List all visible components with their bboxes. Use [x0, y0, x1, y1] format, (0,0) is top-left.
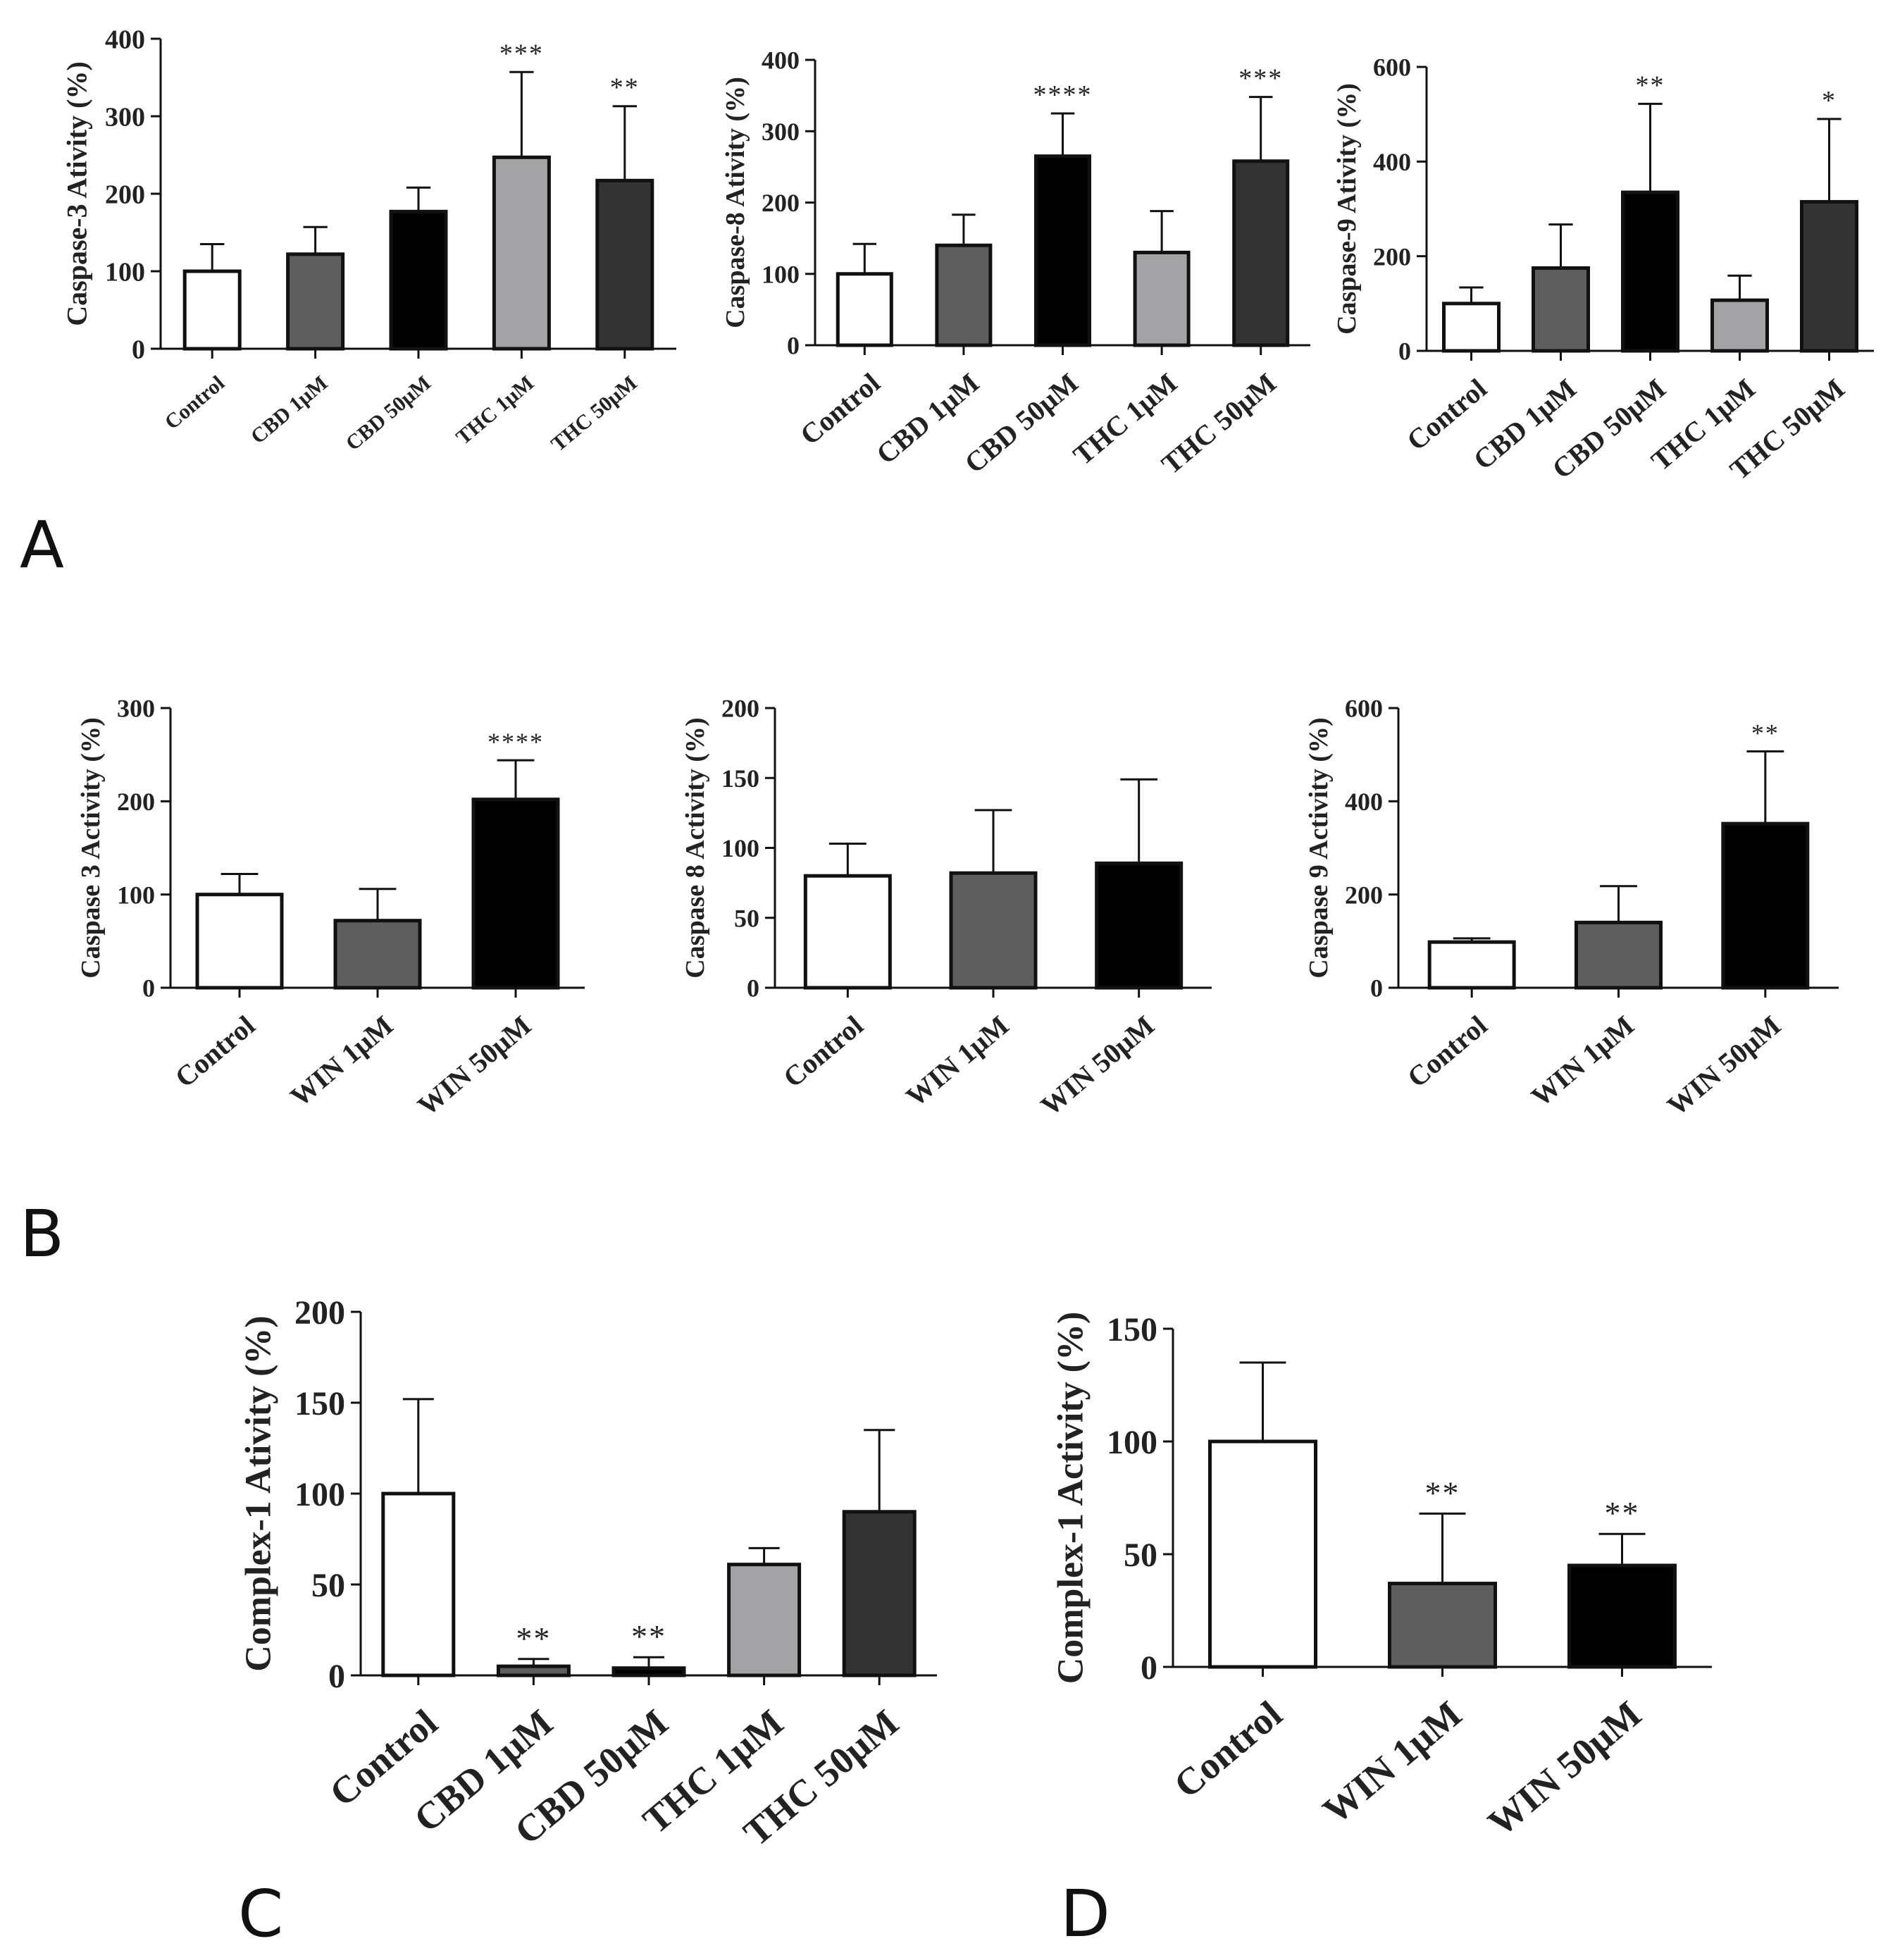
y-tick-label-a3-200: 200 [1373, 242, 1411, 271]
y-tick-label-a3-600: 600 [1373, 54, 1411, 82]
panel-label-c: C [238, 1876, 283, 1952]
y-axis-label-c: Complex-1 Ativity (%) [239, 1315, 279, 1671]
significance-b1-win-50um: **** [487, 728, 544, 756]
bar-a3-cbd-1um [1532, 266, 1590, 353]
bar-d-control [1208, 1439, 1317, 1669]
y-tick-label-b3-400: 400 [1345, 788, 1383, 816]
significance-a2-thc-50um: *** [1238, 64, 1283, 94]
significance-a1-thc-1um: *** [499, 39, 544, 68]
bar-b2-win-50um [1095, 861, 1184, 990]
y-tick-label-a3-0: 0 [1398, 337, 1411, 366]
y-tick-label-b1-0: 0 [142, 974, 155, 1003]
y-tick-label-c-50: 50 [311, 1567, 345, 1604]
significance-a3-thc-50um: * [1822, 86, 1837, 116]
y-tick-label-d-0: 0 [1141, 1649, 1157, 1687]
y-tick-label-a2-300: 300 [762, 118, 800, 146]
y-axis-label-d: Complex-1 Activity (%) [1051, 1312, 1091, 1685]
bar-a1-thc-50um [595, 178, 654, 351]
y-tick-label-b3-0: 0 [1370, 974, 1383, 1003]
bar-a3-control [1442, 302, 1501, 353]
panel-label-b: B [20, 1196, 64, 1272]
y-tick-label-b1-200: 200 [117, 788, 155, 816]
bar-a3-thc-50um [1800, 199, 1858, 353]
y-tick-label-d-150: 150 [1107, 1311, 1157, 1348]
y-axis-label-b3: Caspase 9 Activity (%) [1304, 717, 1334, 978]
y-axis-label-a2: Caspase-8 Ativity (%) [721, 77, 750, 328]
panel-label-d: D [1060, 1876, 1110, 1952]
panel-label-a: A [20, 507, 64, 583]
y-tick-label-c-150: 150 [294, 1385, 345, 1422]
bar-b3-win-1um [1575, 920, 1663, 990]
significance-a2-cbd-50um: **** [1033, 80, 1093, 110]
y-axis-label-b2: Caspase 8 Activity (%) [681, 717, 710, 978]
bar-d-win-50um [1567, 1563, 1677, 1669]
significance-c-cbd-50um: ** [631, 1618, 666, 1654]
y-tick-label-b2-0: 0 [747, 974, 759, 1003]
y-tick-label-d-100: 100 [1107, 1424, 1157, 1461]
y-tick-label-a1-100: 100 [105, 257, 145, 287]
y-tick-label-a2-200: 200 [762, 189, 800, 217]
bar-c-thc-50um [842, 1510, 917, 1677]
bar-b2-control [803, 874, 892, 990]
bar-a2-cbd-1um [935, 243, 993, 347]
y-tick-label-a2-400: 400 [762, 46, 800, 75]
bar-a2-thc-50um [1232, 159, 1290, 347]
bar-b3-control [1427, 940, 1516, 990]
y-tick-label-b2-50: 50 [734, 904, 759, 932]
y-tick-label-b3-600: 600 [1345, 695, 1383, 723]
y-tick-label-a1-300: 300 [105, 102, 145, 132]
y-tick-label-c-200: 200 [294, 1294, 345, 1332]
significance-a1-thc-50um: ** [610, 73, 640, 103]
bar-b1-control [195, 893, 284, 990]
bar-c-cbd-50um [611, 1666, 686, 1677]
y-tick-label-a1-0: 0 [132, 335, 145, 364]
bar-a3-cbd-50um [1621, 190, 1679, 353]
bar-a1-cbd-50um [389, 209, 448, 351]
y-tick-label-b2-200: 200 [721, 695, 759, 723]
y-tick-label-b3-200: 200 [1345, 881, 1383, 909]
significance-d-win-1um: ** [1425, 1475, 1460, 1511]
y-axis-label-a3: Caspase-9 Ativity (%) [1332, 83, 1362, 335]
y-tick-label-a1-400: 400 [105, 25, 145, 54]
significance-b3-win-50um: ** [1751, 719, 1780, 748]
bar-d-win-1um [1388, 1582, 1497, 1669]
y-tick-label-b1-300: 300 [117, 695, 155, 723]
significance-c-cbd-1um: ** [516, 1620, 551, 1656]
y-tick-label-a2-0: 0 [787, 332, 800, 360]
y-tick-label-a1-200: 200 [105, 180, 145, 209]
y-axis-label-b1: Caspase 3 Activity (%) [76, 717, 106, 978]
y-tick-label-b2-150: 150 [721, 764, 759, 793]
bar-a1-control [182, 269, 242, 351]
bar-b3-win-50um [1721, 821, 1810, 990]
bar-a2-cbd-50um [1034, 154, 1091, 347]
y-tick-label-d-50: 50 [1124, 1537, 1157, 1574]
y-tick-label-c-100: 100 [294, 1476, 345, 1513]
significance-a3-cbd-50um: ** [1636, 70, 1665, 100]
bar-b2-win-1um [949, 871, 1038, 990]
bar-a3-thc-1um [1710, 298, 1769, 353]
bar-a2-control [836, 272, 893, 347]
bar-a2-thc-1um [1133, 250, 1191, 347]
y-tick-label-c-0: 0 [328, 1658, 345, 1695]
bar-b1-win-50um [471, 798, 560, 990]
bar-c-control [381, 1491, 456, 1677]
y-tick-label-b2-100: 100 [721, 834, 759, 862]
y-axis-label-a1: Caspase-3 Ativity (%) [61, 61, 93, 326]
significance-d-win-50um: ** [1605, 1495, 1640, 1531]
bar-b1-win-1um [333, 919, 422, 990]
bar-a1-thc-1um [492, 155, 551, 351]
bar-c-cbd-1um [496, 1664, 571, 1677]
y-tick-label-a3-400: 400 [1373, 148, 1411, 176]
bar-c-thc-1um [727, 1563, 802, 1677]
bar-a1-cbd-1um [286, 252, 345, 351]
y-tick-label-b1-100: 100 [117, 881, 155, 909]
y-tick-label-a2-100: 100 [762, 260, 800, 288]
